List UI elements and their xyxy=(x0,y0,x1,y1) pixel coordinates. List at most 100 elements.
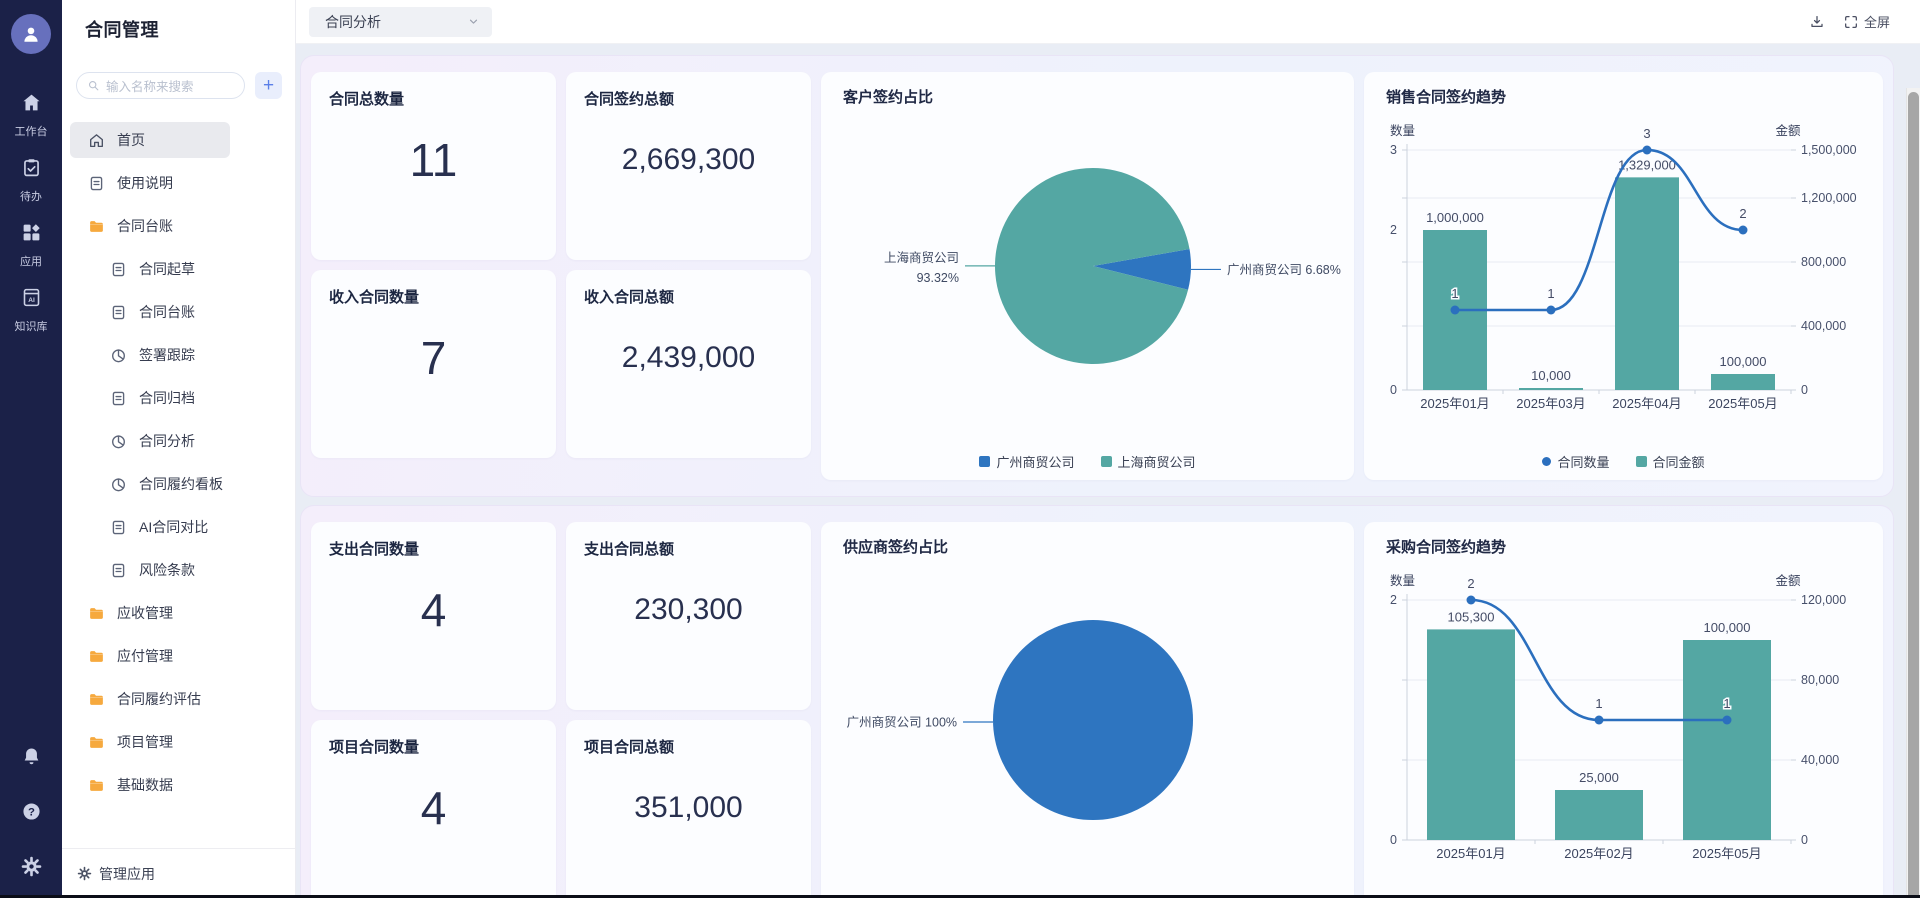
add-button[interactable]: + xyxy=(255,72,282,99)
sales-trend-chart: 0 400,000 800,000 1,200,000 1,500,000 数量 金额 3 2 0… xyxy=(1364,112,1883,425)
sidebar-item-risk-clauses[interactable]: 风险条款 xyxy=(70,552,230,588)
sidebar-item-project-mgmt[interactable]: 项目管理 xyxy=(70,724,230,760)
rail-item-apps[interactable]: 应用 xyxy=(20,222,42,269)
sales-stat-cards: 合同总数量 11 合同签约总额 2,669,300 收入合同数量 7 收入合同总额 2,439… xyxy=(311,72,811,480)
svg-text:3: 3 xyxy=(1643,126,1650,141)
stat-card-income-contract-amount: 收入合同总额 2,439,000 xyxy=(566,270,811,458)
svg-text:AI: AI xyxy=(28,297,35,304)
rail-item-workbench[interactable]: 工作台 xyxy=(15,92,48,139)
fullscreen-button[interactable]: 全屏 xyxy=(1843,12,1890,31)
legend-marker xyxy=(1100,456,1112,467)
avatar[interactable] xyxy=(11,14,51,54)
sidebar-item-usage-guide[interactable]: 使用说明 xyxy=(70,165,230,201)
folder-icon xyxy=(88,605,105,622)
sidebar-item-payable-mgmt[interactable]: 应付管理 xyxy=(70,638,230,674)
legend-label: 合同金额 xyxy=(1652,455,1705,470)
apps-icon xyxy=(21,222,42,248)
legend-item-广州商贸公司[interactable]: 广州商贸公司 xyxy=(979,452,1075,471)
rail-item-todo[interactable]: 待办 xyxy=(20,157,42,204)
download-button[interactable] xyxy=(1809,14,1825,30)
svg-text:93.32%: 93.32% xyxy=(917,271,959,285)
sidebar-item-label: 签署跟踪 xyxy=(139,347,195,363)
stat-card-contract-signed-amount: 合同签约总额 2,669,300 xyxy=(566,72,811,260)
stat-value: 230,300 xyxy=(634,592,743,626)
doc-icon xyxy=(110,390,127,407)
stat-label: 合同签约总额 xyxy=(584,91,675,108)
sidebar-item-performance-eval[interactable]: 合同履约评估 xyxy=(70,681,230,717)
stat-value: 4 xyxy=(420,781,447,834)
svg-text:金额: 金额 xyxy=(1775,573,1801,588)
manage-app-button[interactable]: 管理应用 xyxy=(62,848,295,898)
sidebar-item-contract-ledger[interactable]: 合同台账 xyxy=(70,294,230,330)
sidebar-item-label: 应付管理 xyxy=(117,648,173,664)
svg-text:2: 2 xyxy=(1390,593,1397,607)
help-icon: ? xyxy=(21,803,42,826)
legend-label: 广州商贸公司 xyxy=(996,455,1075,470)
legend-item-上海商贸公司[interactable]: 上海商贸公司 xyxy=(1100,452,1196,471)
download-icon xyxy=(1811,15,1823,27)
fullscreen-label: 全屏 xyxy=(1863,15,1890,30)
sidebar-item-contract-analysis[interactable]: 合同分析 xyxy=(70,423,230,459)
chart-title: 销售合同签约趋势 xyxy=(1386,89,1507,106)
sidebar-item-contract-draft[interactable]: 合同起草 xyxy=(70,251,230,287)
pie-icon xyxy=(110,347,127,364)
sidebar-item-label: 使用说明 xyxy=(117,175,173,191)
stat-card-project-contract-count: 项目合同数量 4 xyxy=(311,720,556,898)
rail-settings-button[interactable] xyxy=(21,856,42,882)
stat-value: 2,669,300 xyxy=(621,142,756,176)
sidebar-menu: 首页 使用说明 合同台账 合同起草 合同台账 签署跟踪 合同归档 合同分析 合同履约看板 AI合同… xyxy=(70,122,230,803)
gear-icon xyxy=(77,866,92,881)
legend-item-合同金额[interactable]: 合同金额 xyxy=(1635,452,1705,471)
rail-item-knowledge[interactable]: AI 知识库 xyxy=(15,287,48,334)
chart-title: 供应商签约占比 xyxy=(843,539,949,556)
sidebar-item-label: 项目管理 xyxy=(117,734,173,750)
svg-text:40,000: 40,000 xyxy=(1801,753,1839,767)
svg-text:上海商贸公司: 上海商贸公司 xyxy=(884,250,959,265)
svg-text:1,329,000: 1,329,000 xyxy=(1618,157,1676,172)
sidebar: 合同管理 输入名称来搜索 + 首页 使用说明 合同台账 合同起草 合同台账 签署跟踪 合同归… xyxy=(62,0,296,898)
stat-label: 项目合同数量 xyxy=(329,739,420,756)
stat-label: 支出合同总额 xyxy=(584,541,675,558)
stat-value: 7 xyxy=(420,331,447,384)
legend-item-合同数量[interactable]: 合同数量 xyxy=(1542,452,1610,471)
rail-help-button[interactable]: ? xyxy=(21,801,42,827)
sidebar-item-contract-archive[interactable]: 合同归档 xyxy=(70,380,230,416)
person-icon xyxy=(24,27,38,42)
view-selector[interactable]: 合同分析 xyxy=(309,6,492,37)
svg-text:2: 2 xyxy=(1739,206,1746,221)
folder-icon xyxy=(88,218,105,235)
sidebar-item-ai-contract-compare[interactable]: AI合同对比 xyxy=(70,509,230,545)
manage-app-label: 管理应用 xyxy=(99,865,155,882)
svg-text:100,000: 100,000 xyxy=(1720,354,1767,369)
sidebar-item-contract-ledger-folder[interactable]: 合同台账 xyxy=(70,208,230,244)
sidebar-item-performance-board[interactable]: 合同履约看板 xyxy=(70,466,230,502)
sidebar-item-label: 基础数据 xyxy=(117,777,173,793)
sidebar-item-home[interactable]: 首页 xyxy=(70,122,230,158)
svg-text:2025年05月: 2025年05月 xyxy=(1708,396,1777,411)
sidebar-item-signing-tracking[interactable]: 签署跟踪 xyxy=(70,337,230,373)
sidebar-item-label: 合同归档 xyxy=(139,390,195,406)
stat-card-expense-contract-amount: 支出合同总额 230,300 xyxy=(566,522,811,710)
purchase-stat-cards: 支出合同数量 4 支出合同总额 230,300 项目合同数量 4 项目合同总额 351,000 xyxy=(311,522,811,898)
svg-text:数量: 数量 xyxy=(1390,123,1415,138)
sidebar-item-receivable-mgmt[interactable]: 应收管理 xyxy=(70,595,230,631)
sidebar-item-label: 首页 xyxy=(117,132,145,148)
search-input[interactable]: 输入名称来搜索 xyxy=(76,72,245,99)
chart-legend: 广州商贸公司 上海商贸公司 xyxy=(821,452,1354,471)
svg-text:105,300: 105,300 xyxy=(1448,609,1495,624)
scrollbar-thumb[interactable] xyxy=(1908,92,1919,898)
svg-text:2: 2 xyxy=(1467,576,1474,591)
rail-notifications-button[interactable] xyxy=(21,746,42,772)
svg-text:广州商贸公司 100%: 广州商贸公司 100% xyxy=(847,715,957,730)
bell-icon xyxy=(21,748,42,771)
vertical-scrollbar[interactable] xyxy=(1906,88,1920,898)
svg-text:2025年01月: 2025年01月 xyxy=(1436,846,1505,861)
stat-label: 合同总数量 xyxy=(329,91,405,108)
folder-icon xyxy=(88,648,105,665)
svg-text:800,000: 800,000 xyxy=(1801,255,1846,269)
sidebar-item-base-data[interactable]: 基础数据 xyxy=(70,767,230,803)
chart-title: 采购合同签约趋势 xyxy=(1386,539,1507,556)
svg-text:1: 1 xyxy=(1723,696,1730,711)
main-area: 合同分析 全屏 合同总数量 11 合同签约总额 2,669,300 收入合同数量 7 收入合… xyxy=(296,0,1920,898)
svg-text:1: 1 xyxy=(1547,286,1554,301)
